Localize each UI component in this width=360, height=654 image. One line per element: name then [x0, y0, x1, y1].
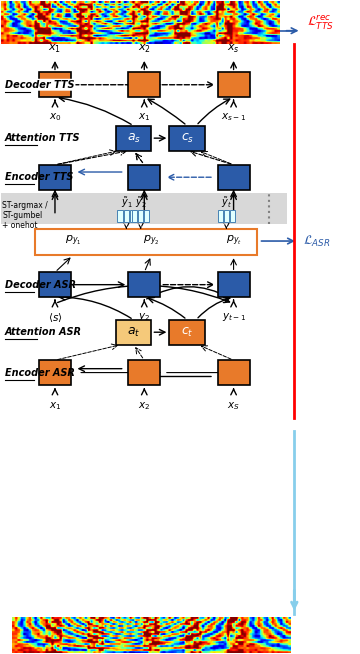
Text: $p_{y_t}$: $p_{y_t}$: [226, 234, 242, 249]
Text: $x_{s-1}$: $x_{s-1}$: [221, 111, 246, 122]
Text: $\tilde{y}_1$: $\tilde{y}_1$: [121, 196, 132, 211]
Text: $\hat{x}_s$: $\hat{x}_s$: [227, 39, 240, 55]
Text: $\langle s\rangle$: $\langle s\rangle$: [48, 311, 62, 324]
FancyBboxPatch shape: [39, 73, 71, 97]
Bar: [130, 211, 135, 222]
FancyBboxPatch shape: [128, 73, 160, 97]
FancyBboxPatch shape: [169, 320, 205, 345]
Text: Decoder TTS: Decoder TTS: [5, 80, 75, 90]
FancyBboxPatch shape: [128, 165, 160, 190]
Text: $c_t$: $c_t$: [181, 326, 193, 339]
Text: Encoder ASR: Encoder ASR: [5, 368, 75, 377]
FancyBboxPatch shape: [35, 230, 257, 255]
FancyBboxPatch shape: [116, 320, 152, 345]
Text: $a_s$: $a_s$: [127, 131, 140, 145]
Bar: [144, 211, 149, 222]
Bar: [117, 211, 123, 222]
Text: $p_{y_2}$: $p_{y_2}$: [143, 234, 160, 249]
Text: $x_0$: $x_0$: [49, 111, 61, 122]
Text: $\tilde{y}_t$: $\tilde{y}_t$: [221, 196, 232, 211]
Text: $a_t$: $a_t$: [127, 326, 140, 339]
Bar: [230, 211, 235, 222]
Text: $\hat{x}_2$: $\hat{x}_2$: [138, 39, 151, 55]
FancyBboxPatch shape: [217, 360, 249, 385]
Bar: [123, 211, 129, 222]
Bar: [132, 211, 137, 222]
Text: $p_{y_1}$: $p_{y_1}$: [64, 234, 81, 249]
Text: $y_2$: $y_2$: [138, 311, 150, 323]
Text: $x_1$: $x_1$: [138, 111, 150, 122]
Text: ST-gumbel: ST-gumbel: [3, 211, 43, 220]
Text: $\tilde{y}_2$: $\tilde{y}_2$: [135, 196, 147, 211]
Text: Attention ASR: Attention ASR: [5, 327, 82, 337]
Text: $\hat{x}_1$: $\hat{x}_1$: [48, 39, 62, 55]
FancyBboxPatch shape: [169, 126, 205, 150]
FancyBboxPatch shape: [217, 272, 249, 297]
FancyBboxPatch shape: [39, 165, 71, 190]
FancyBboxPatch shape: [217, 165, 249, 190]
Text: $x_S$: $x_S$: [227, 400, 240, 412]
Bar: [138, 211, 143, 222]
Text: $\mathcal{L}_{TTS}^{rec}$: $\mathcal{L}_{TTS}^{rec}$: [307, 13, 334, 31]
Bar: [217, 211, 223, 222]
Text: $\mathcal{L}_{ASR}$: $\mathcal{L}_{ASR}$: [303, 233, 331, 249]
Text: Encoder TTS: Encoder TTS: [5, 172, 73, 182]
Bar: [1, 194, 287, 224]
Text: + onehot: + onehot: [3, 220, 38, 230]
Text: $c_s$: $c_s$: [180, 131, 194, 145]
Text: Decoder ASR: Decoder ASR: [5, 280, 76, 290]
Text: $x_2$: $x_2$: [138, 400, 150, 412]
Text: Attention TTS: Attention TTS: [5, 133, 81, 143]
Text: $x_1$: $x_1$: [49, 400, 61, 412]
Text: $y_{t-1}$: $y_{t-1}$: [221, 311, 246, 323]
FancyBboxPatch shape: [128, 360, 160, 385]
FancyBboxPatch shape: [116, 126, 152, 150]
FancyBboxPatch shape: [217, 73, 249, 97]
FancyBboxPatch shape: [39, 272, 71, 297]
Text: ST-argmax /: ST-argmax /: [3, 201, 48, 210]
FancyBboxPatch shape: [128, 272, 160, 297]
Bar: [224, 211, 229, 222]
FancyBboxPatch shape: [39, 360, 71, 385]
